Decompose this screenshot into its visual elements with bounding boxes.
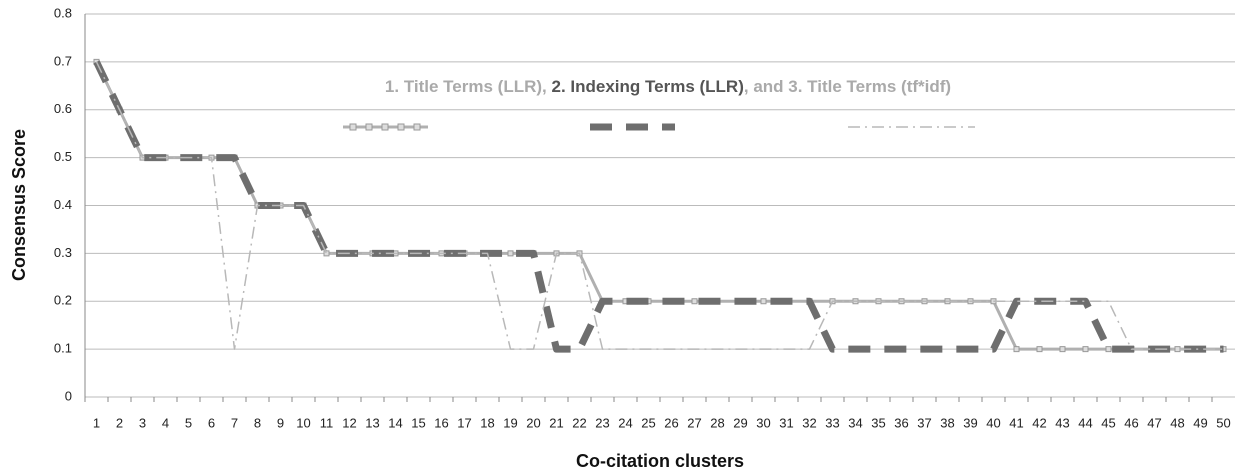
legend-marker: [413, 123, 421, 131]
x-tick-label: 42: [1032, 415, 1046, 430]
x-tick-label: 4: [162, 415, 169, 430]
legend-entry: 2. Indexing Terms (LLR): [552, 77, 744, 96]
x-tick-label: 36: [894, 415, 908, 430]
x-tick-label: 46: [1124, 415, 1138, 430]
x-tick-label: 27: [687, 415, 701, 430]
x-tick-label: 14: [388, 415, 402, 430]
y-tick-label: 0.4: [54, 197, 72, 212]
x-tick-label: 3: [139, 415, 146, 430]
x-tick-label: 38: [940, 415, 954, 430]
x-tick-label: 25: [641, 415, 655, 430]
x-tick-label: 10: [296, 415, 310, 430]
x-tick-label: 47: [1147, 415, 1161, 430]
x-tick-label: 26: [664, 415, 678, 430]
series-line: [95, 61, 1224, 351]
x-tick-label: 19: [503, 415, 517, 430]
point-marker: [1082, 346, 1089, 353]
x-tick-label: 17: [457, 415, 471, 430]
x-tick-label: 32: [802, 415, 816, 430]
legend-entry: 1. Title Terms (LLR): [385, 77, 542, 96]
x-tick-label: 35: [871, 415, 885, 430]
legend-marker: [349, 123, 357, 131]
x-tick-label: 18: [480, 415, 494, 430]
x-tick-label: 12: [342, 415, 356, 430]
x-tick-label: 21: [549, 415, 563, 430]
x-tick-label: 45: [1101, 415, 1115, 430]
legend-marker: [381, 123, 389, 131]
x-tick-label: 8: [254, 415, 261, 430]
x-tick-label: 30: [756, 415, 770, 430]
y-tick-label: 0.8: [54, 5, 72, 20]
x-tick-label: 6: [208, 415, 215, 430]
x-tick-label: 7: [231, 415, 238, 430]
x-tick-label: 1: [93, 415, 100, 430]
legend-separator: ,: [542, 77, 551, 96]
x-tick-label: 41: [1009, 415, 1023, 430]
legend-title: 1. Title Terms (LLR), 2. Indexing Terms …: [385, 77, 951, 96]
x-tick-label: 15: [411, 415, 425, 430]
y-tick-label: 0.6: [54, 101, 72, 116]
x-tick-label: 22: [572, 415, 586, 430]
legend-separator: , and: [744, 77, 788, 96]
legend-entry: 3. Title Terms (tf*idf): [788, 77, 951, 96]
x-tick-label: 37: [917, 415, 931, 430]
y-tick-label: 0: [65, 388, 72, 403]
point-marker: [1059, 346, 1066, 353]
x-tick-label: 2: [116, 415, 123, 430]
point-marker: [760, 298, 767, 305]
x-tick-label: 49: [1193, 415, 1207, 430]
x-tick-label: 5: [185, 415, 192, 430]
x-tick-label: 31: [779, 415, 793, 430]
legend-marker: [397, 123, 405, 131]
x-tick-label: 13: [365, 415, 379, 430]
x-tick-label: 24: [618, 415, 632, 430]
y-tick-label: 0.7: [54, 53, 72, 68]
y-tick-label: 0.2: [54, 293, 72, 308]
x-tick-label: 29: [733, 415, 747, 430]
x-tick-label: 20: [526, 415, 540, 430]
x-tick-label: 16: [434, 415, 448, 430]
series-line: [95, 61, 1224, 350]
x-tick-label: 39: [963, 415, 977, 430]
y-tick-label: 0.3: [54, 245, 72, 260]
x-axis-label: Co-citation clusters: [576, 451, 744, 471]
x-tick-label: 33: [825, 415, 839, 430]
y-tick-label: 0.5: [54, 149, 72, 164]
y-tick-label: 0.1: [54, 341, 72, 356]
x-tick-label: 11: [320, 415, 334, 430]
x-tick-label: 48: [1170, 415, 1184, 430]
x-tick-label: 40: [986, 415, 1000, 430]
point-marker: [1105, 346, 1112, 353]
point-marker: [691, 298, 698, 305]
x-tick-label: 50: [1216, 415, 1230, 430]
legend-marker: [365, 123, 373, 131]
x-tick-label: 44: [1078, 415, 1092, 430]
x-tick-label: 23: [595, 415, 609, 430]
x-tick-label: 28: [710, 415, 724, 430]
x-tick-label: 9: [277, 415, 284, 430]
y-axis-label: Consensus Score: [9, 129, 29, 281]
point-marker: [323, 250, 330, 257]
point-marker: [1013, 346, 1020, 353]
point-marker: [507, 250, 514, 257]
x-tick-label: 34: [848, 415, 862, 430]
point-marker: [1036, 346, 1043, 353]
x-tick-label: 43: [1055, 415, 1069, 430]
